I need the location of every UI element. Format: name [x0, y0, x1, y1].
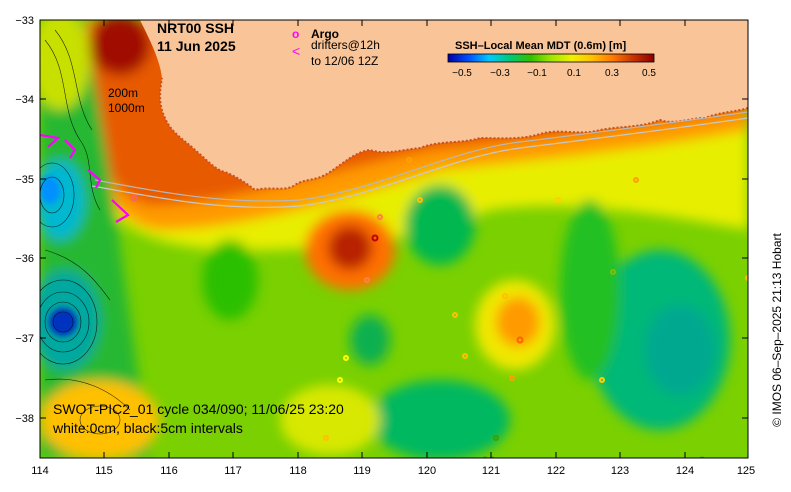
argo-legend-marker: o [292, 27, 299, 41]
x-tick-label: 123 [611, 465, 629, 477]
y-axis-ticks [40, 19, 748, 419]
colorbar-tick: −0.1 [527, 68, 547, 79]
y-tick-label: −33 [15, 15, 34, 27]
y-tick-label: −35 [15, 174, 34, 186]
isobath-1000m-label: 1000m [108, 101, 145, 115]
drifter-legend-marker: < [292, 43, 300, 59]
swot-contour-info: white:0cm, black:5cm intervals [52, 420, 243, 436]
x-axis-labels: 114 115 116 117 118 119 120 121 122 123 … [31, 465, 755, 477]
colorbar: SSH–Local Mean MDT (0.6m) [m] −0.5 −0.3 … [447, 40, 656, 79]
colorbar-tick: −0.3 [490, 68, 510, 79]
x-tick-label: 116 [160, 465, 178, 477]
x-tick-label: 118 [289, 465, 307, 477]
x-tick-label: 115 [95, 465, 113, 477]
y-tick-label: −36 [15, 253, 34, 265]
x-tick-label: 122 [547, 465, 565, 477]
map-date: 11 Jun 2025 [157, 38, 236, 54]
swot-contours [40, 29, 131, 435]
colorbar-scale [447, 53, 655, 63]
x-tick-label: 125 [737, 465, 755, 477]
y-axis-labels: −33 −34 −35 −36 −37 −38 [15, 15, 34, 425]
drifter-tracks [40, 133, 130, 223]
x-axis-ticks [39, 20, 749, 458]
x-tick-label: 119 [353, 465, 371, 477]
imos-credit: © IMOS 06–Sep–2025 21:13 Hobart [770, 233, 784, 427]
isobath-1000m [91, 117, 748, 208]
y-tick-label: −38 [15, 413, 34, 425]
x-tick-label: 120 [418, 465, 436, 477]
x-tick-label: 124 [676, 465, 694, 477]
colorbar-title: SSH–Local Mean MDT (0.6m) [m] [455, 40, 626, 52]
isobath-200m-label: 200m [108, 86, 138, 100]
x-tick-label: 121 [482, 465, 500, 477]
isobath-200m [94, 111, 748, 202]
y-tick-label: −34 [15, 94, 34, 106]
land-mass [140, 20, 748, 190]
drifter-legend-label: drifters@12h [311, 38, 380, 52]
colorbar-tick: −0.5 [452, 68, 472, 79]
colorbar-tick: 0.3 [605, 68, 619, 79]
y-tick-label: −37 [15, 333, 34, 345]
map-title: NRT00 SSH [157, 20, 234, 36]
plot-frame [39, 19, 749, 459]
x-tick-label: 117 [224, 465, 242, 477]
drifter-legend-label: to 12/06 12Z [311, 54, 378, 68]
x-tick-label: 114 [31, 465, 49, 477]
colorbar-tick: 0.1 [567, 68, 581, 79]
argo-legend-label: Argo [311, 27, 339, 41]
argo-floats [130, 157, 748, 458]
ssh-field [40, 20, 748, 458]
swot-info: SWOT-PIC2_01 cycle 034/090; 11/06/25 23:… [53, 401, 344, 417]
colorbar-tick: 0.5 [642, 68, 656, 79]
